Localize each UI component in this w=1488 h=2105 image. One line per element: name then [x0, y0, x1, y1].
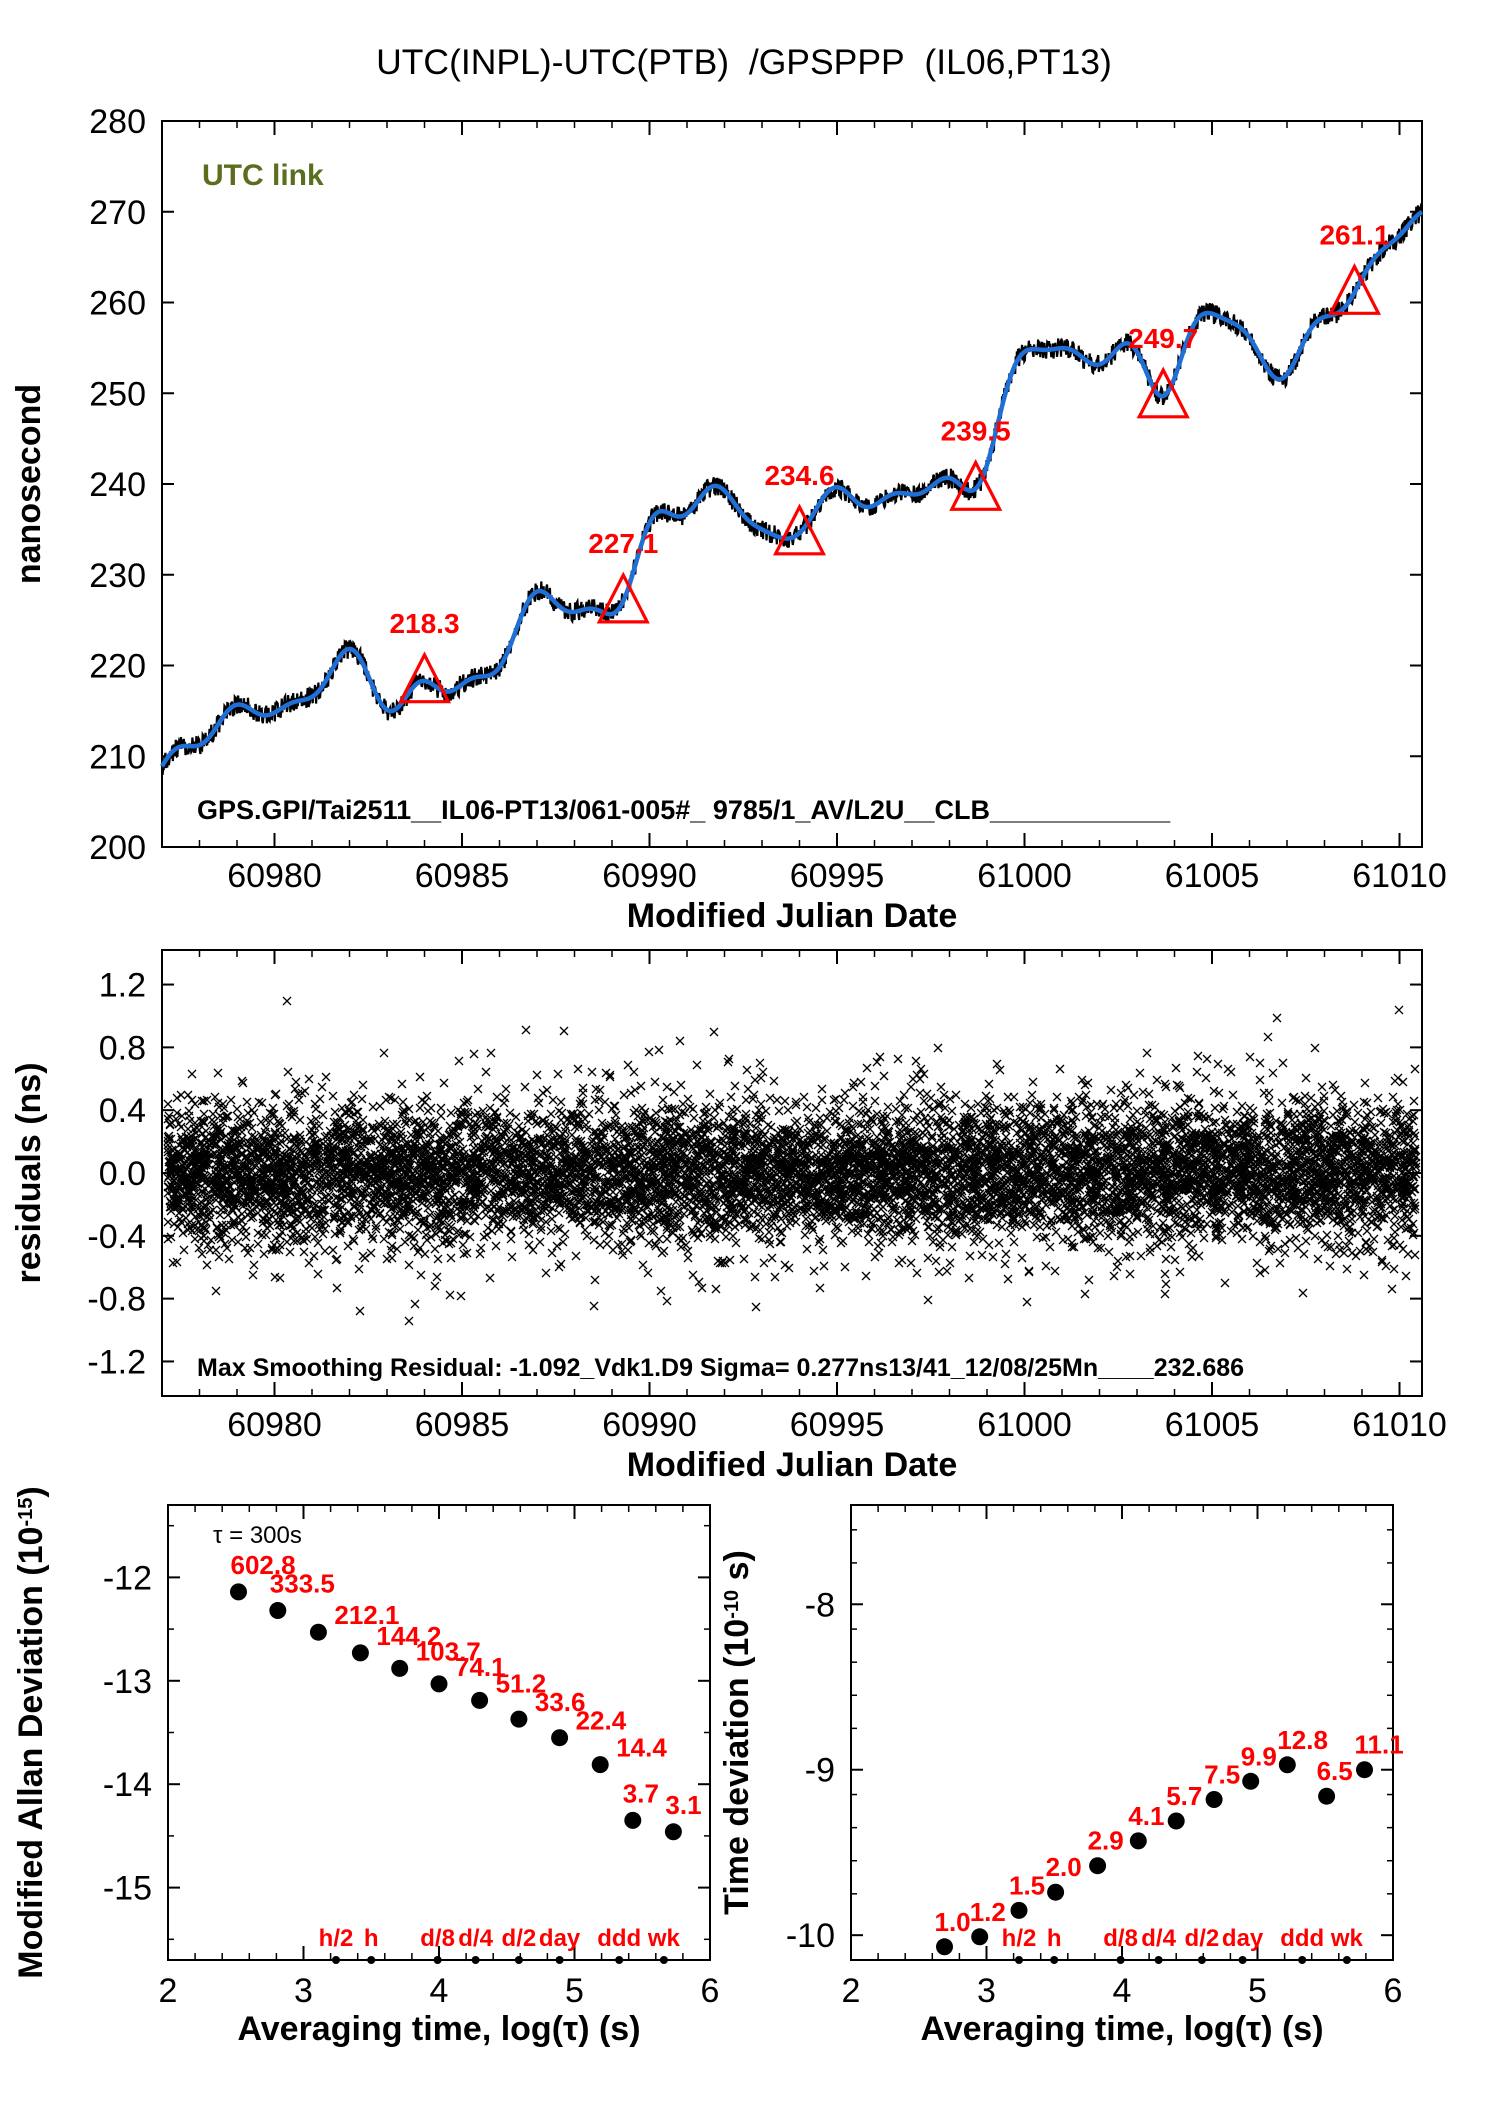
svg-text:nanosecond: nanosecond — [10, 384, 48, 584]
svg-text:d/2: d/2 — [502, 1925, 537, 1952]
svg-text:3: 3 — [294, 1972, 313, 2010]
svg-text:12.8: 12.8 — [1277, 1725, 1328, 1755]
svg-text:-15: -15 — [103, 1870, 152, 1908]
svg-text:60990: 60990 — [602, 1406, 697, 1444]
svg-text:200: 200 — [89, 829, 146, 867]
svg-text:250: 250 — [89, 375, 146, 413]
svg-text:0.8: 0.8 — [99, 1029, 146, 1067]
svg-text:4: 4 — [1113, 1972, 1132, 2010]
svg-text:3: 3 — [977, 1972, 996, 2010]
svg-text:d/2: d/2 — [1185, 1925, 1220, 1952]
svg-text:2.0: 2.0 — [1046, 1852, 1082, 1882]
svg-text:60985: 60985 — [415, 857, 510, 895]
svg-text:day: day — [539, 1925, 581, 1952]
svg-text:261.1: 261.1 — [1319, 220, 1389, 251]
svg-text:-12: -12 — [103, 1559, 152, 1597]
svg-text:270: 270 — [89, 194, 146, 232]
svg-text:-8: -8 — [805, 1586, 835, 1624]
svg-text:Modified Julian Date: Modified Julian Date — [627, 1446, 958, 1484]
svg-text:4: 4 — [430, 1972, 449, 2010]
svg-text:3.7: 3.7 — [623, 1778, 659, 1808]
svg-text:5: 5 — [1248, 1972, 1267, 2010]
svg-text:Averaging time, log(τ) (s): Averaging time, log(τ) (s) — [920, 2010, 1323, 2048]
svg-text:h: h — [1047, 1925, 1062, 1952]
svg-text:UTC(INPL)-UTC(PTB) /GPSPPP (: UTC(INPL)-UTC(PTB) /GPSPPP (IL06,PT13) — [376, 42, 1112, 82]
svg-text:τ = 300s: τ = 300s — [213, 1522, 302, 1549]
svg-text:h/2: h/2 — [1002, 1925, 1037, 1952]
svg-text:61000: 61000 — [977, 1406, 1072, 1444]
svg-text:260: 260 — [89, 285, 146, 323]
svg-text:4.1: 4.1 — [1128, 1801, 1164, 1831]
svg-text:280: 280 — [89, 103, 146, 141]
svg-text:234.6: 234.6 — [764, 460, 834, 491]
svg-text:333.5: 333.5 — [270, 1569, 335, 1599]
svg-text:d/8: d/8 — [420, 1925, 455, 1952]
svg-text:5: 5 — [565, 1972, 584, 2010]
svg-text:h/2: h/2 — [319, 1925, 354, 1952]
svg-text:2.9: 2.9 — [1088, 1826, 1124, 1856]
svg-text:1.0: 1.0 — [935, 1907, 971, 1937]
svg-text:wk: wk — [1330, 1925, 1364, 1952]
svg-text:61010: 61010 — [1352, 1406, 1447, 1444]
svg-text:-0.8: -0.8 — [87, 1281, 146, 1319]
svg-text:60990: 60990 — [602, 857, 697, 895]
svg-text:wk: wk — [647, 1925, 681, 1952]
svg-text:d/4: d/4 — [1141, 1925, 1176, 1952]
svg-text:6.5: 6.5 — [1317, 1756, 1353, 1786]
svg-text:220: 220 — [89, 648, 146, 686]
svg-text:-10: -10 — [786, 1917, 835, 1955]
svg-text:-14: -14 — [103, 1766, 152, 1804]
svg-text:Modified Allan Deviation (10-1: Modified Allan Deviation (10-15) — [12, 1486, 50, 1978]
svg-text:1.5: 1.5 — [1009, 1870, 1045, 1900]
svg-text:22.4: 22.4 — [576, 1706, 627, 1736]
svg-text:Modified Julian Date: Modified Julian Date — [627, 897, 958, 935]
svg-text:6: 6 — [1384, 1972, 1403, 2010]
svg-text:-1.2: -1.2 — [87, 1343, 146, 1381]
svg-text:ddd: ddd — [1280, 1925, 1324, 1952]
svg-text:210: 210 — [89, 738, 146, 776]
svg-text:d/8: d/8 — [1103, 1925, 1138, 1952]
svg-text:14.4: 14.4 — [616, 1733, 667, 1763]
svg-text:1.2: 1.2 — [970, 1897, 1006, 1927]
svg-text:240: 240 — [89, 466, 146, 504]
svg-text:ddd: ddd — [597, 1925, 641, 1952]
svg-text:61010: 61010 — [1352, 857, 1447, 895]
svg-text:9.9: 9.9 — [1241, 1741, 1277, 1771]
svg-text:1.2: 1.2 — [99, 967, 146, 1005]
svg-text:61005: 61005 — [1165, 857, 1260, 895]
svg-text:0.4: 0.4 — [99, 1092, 146, 1130]
svg-text:-13: -13 — [103, 1663, 152, 1701]
svg-text:61000: 61000 — [977, 857, 1072, 895]
svg-text:60995: 60995 — [790, 857, 885, 895]
svg-text:0.0: 0.0 — [99, 1155, 146, 1193]
svg-text:day: day — [1222, 1925, 1264, 1952]
svg-text:-0.4: -0.4 — [87, 1218, 146, 1256]
svg-text:249.7: 249.7 — [1128, 323, 1198, 354]
svg-text:60980: 60980 — [227, 857, 322, 895]
svg-text:GPS.GPI/Tai2511__IL06-PT13/061: GPS.GPI/Tai2511__IL06-PT13/061-005#_ 978… — [197, 795, 1171, 825]
svg-text:11.1: 11.1 — [1355, 1730, 1404, 1760]
svg-text:5.7: 5.7 — [1166, 1781, 1202, 1811]
svg-text:218.3: 218.3 — [389, 608, 459, 639]
svg-text:Max Smoothing Residual: -1.092: Max Smoothing Residual: -1.092_Vdk1.D9 S… — [197, 1354, 1244, 1382]
svg-text:239.5: 239.5 — [941, 416, 1011, 447]
svg-text:6: 6 — [701, 1972, 720, 2010]
svg-text:60985: 60985 — [415, 1406, 510, 1444]
svg-text:2: 2 — [842, 1972, 861, 2010]
svg-text:7.5: 7.5 — [1204, 1760, 1240, 1790]
svg-text:230: 230 — [89, 557, 146, 595]
svg-text:residuals (ns): residuals (ns) — [10, 1062, 48, 1283]
svg-text:UTC link: UTC link — [202, 159, 324, 192]
svg-text:Averaging time, log(τ) (s): Averaging time, log(τ) (s) — [237, 2010, 640, 2048]
svg-text:-9: -9 — [805, 1752, 835, 1790]
svg-text:h: h — [364, 1925, 379, 1952]
svg-text:227.1: 227.1 — [588, 528, 658, 559]
svg-text:d/4: d/4 — [458, 1925, 493, 1952]
svg-text:60995: 60995 — [790, 1406, 885, 1444]
svg-text:3.1: 3.1 — [665, 1790, 701, 1820]
svg-text:61005: 61005 — [1165, 1406, 1260, 1444]
svg-text:2: 2 — [159, 1972, 178, 2010]
svg-text:60980: 60980 — [227, 1406, 322, 1444]
